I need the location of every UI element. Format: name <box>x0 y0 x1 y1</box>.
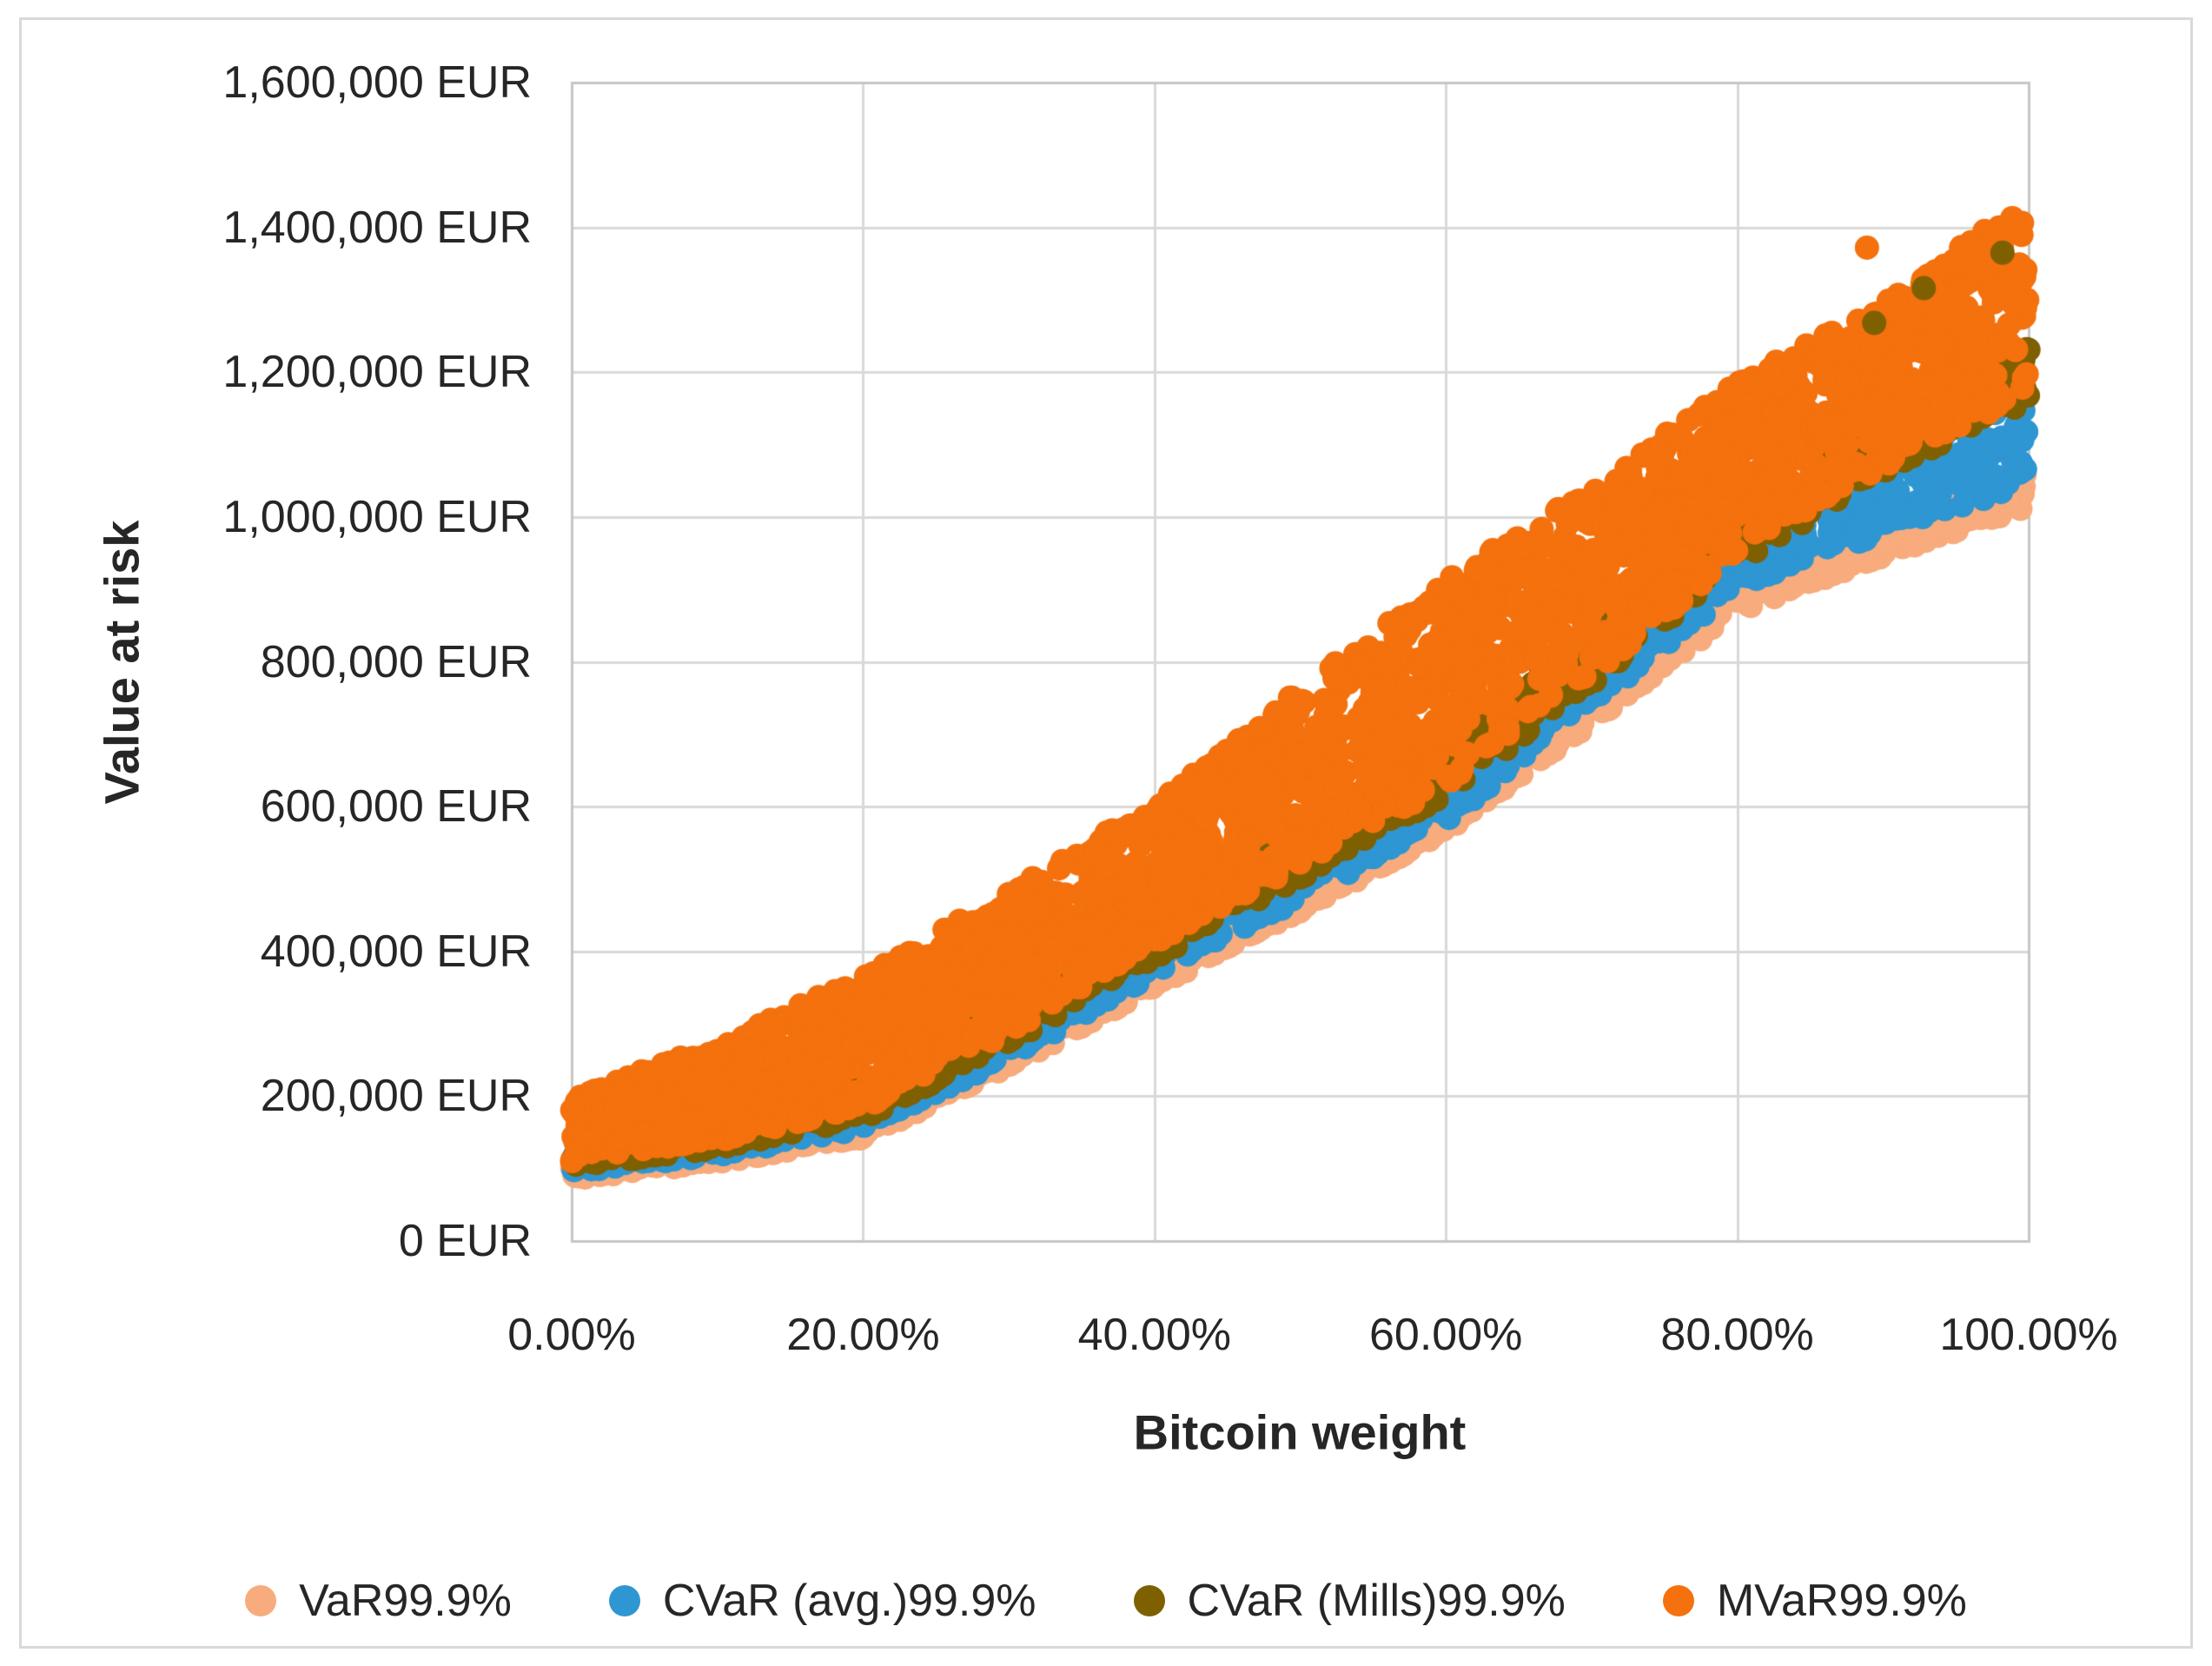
y-tick-label: 1,600,000 EUR <box>222 57 532 108</box>
y-tick-label: 200,000 EUR <box>260 1071 532 1122</box>
legend-label: CVaR (avg.)99.9% <box>662 1576 1036 1626</box>
figure-border <box>19 17 2193 1649</box>
legend-item-1: CVaR (avg.)99.9% <box>608 1575 1036 1627</box>
x-tick-label: 0.00% <box>507 1310 636 1360</box>
chart-legend: VaR99.9% CVaR (avg.)99.9% CVaR (Mills)99.9… <box>0 1566 2212 1636</box>
legend-label: VaR99.9% <box>299 1576 512 1626</box>
x-tick-label: 40.00% <box>1077 1310 1231 1360</box>
legend-marker-icon <box>608 1585 640 1616</box>
y-tick-label: 0 EUR <box>398 1216 532 1266</box>
legend-marker-icon <box>1133 1585 1165 1616</box>
x-axis-title: Bitcoin weight <box>1133 1404 1467 1460</box>
legend-label: CVaR (Mills)99.9% <box>1187 1576 1566 1626</box>
legend-item-2: CVaR (Mills)99.9% <box>1133 1575 1566 1627</box>
y-tick-label: 600,000 EUR <box>260 781 532 833</box>
y-tick-label: 1,400,000 EUR <box>222 202 532 253</box>
x-tick-label: 60.00% <box>1369 1310 1523 1360</box>
x-tick-label: 20.00% <box>786 1310 940 1360</box>
y-tick-label: 400,000 EUR <box>260 926 532 977</box>
x-tick-label: 80.00% <box>1660 1310 1814 1360</box>
y-tick-label: 1,200,000 EUR <box>222 347 532 398</box>
legend-item-3: MVaR99.9% <box>1662 1575 1967 1627</box>
y-tick-label: 800,000 EUR <box>260 636 532 687</box>
y-tick-label: 1,000,000 EUR <box>222 491 532 542</box>
legend-marker-icon <box>245 1585 277 1616</box>
legend-item-0: VaR99.9% <box>245 1575 512 1627</box>
legend-label: MVaR99.9% <box>1716 1576 1967 1626</box>
legend-marker-icon <box>1662 1585 1694 1616</box>
x-tick-label: 100.00% <box>1939 1310 2118 1360</box>
